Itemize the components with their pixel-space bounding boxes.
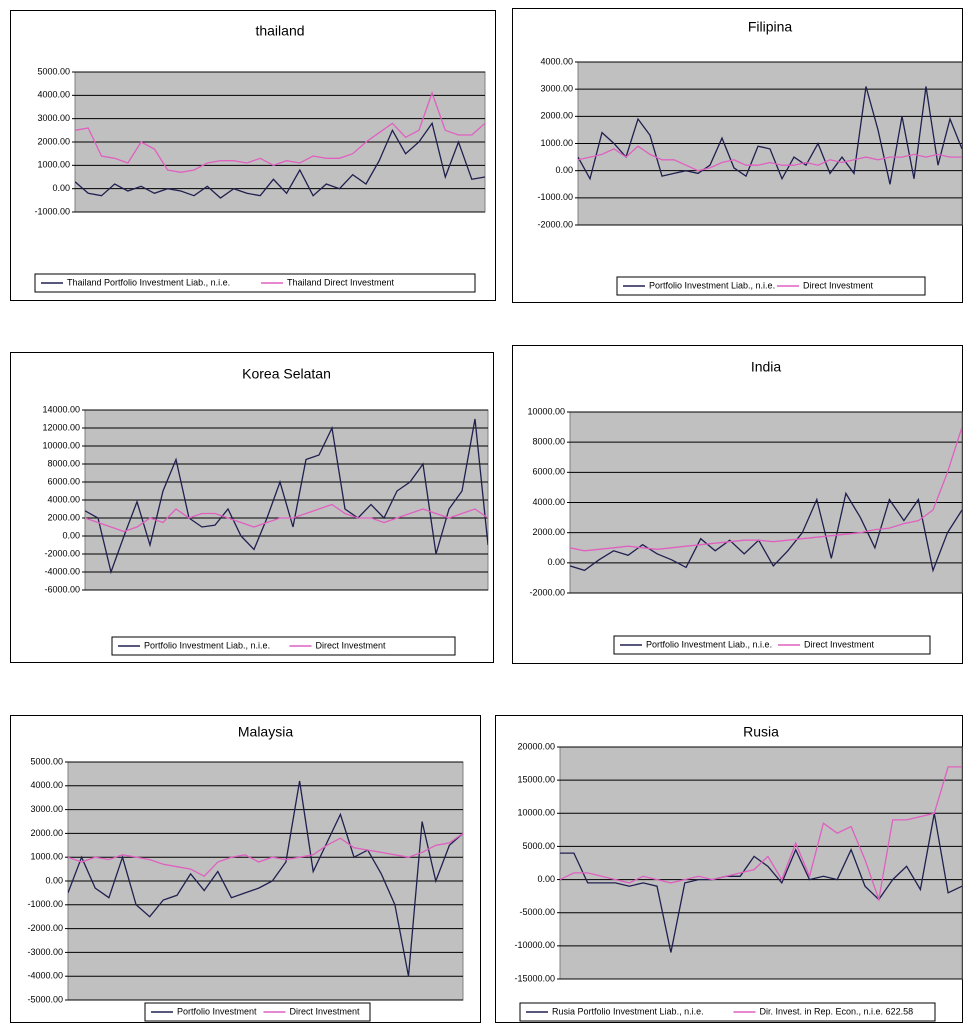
y-tick-label: -6000.00	[44, 584, 80, 594]
y-tick-label: 0.00	[547, 557, 565, 567]
page: thailand -1000.00 0.00 1000.00 2000.00 3000.0…	[0, 0, 963, 1023]
y-tick-label: 4000.00	[532, 497, 565, 507]
y-tick-label: -1000.00	[34, 206, 70, 216]
chart-title: Malaysia	[238, 724, 293, 740]
y-tick-label: -1000.00	[27, 899, 63, 909]
y-tick-label: 3000.00	[37, 113, 70, 123]
chart-title: Filipina	[748, 19, 793, 35]
legend-label: Dir. Invest. in Rep. Econ., n.i.e. 622.5…	[760, 1006, 914, 1016]
y-tick-label: 0.00	[52, 183, 70, 193]
chart-title: Korea Selatan	[242, 366, 331, 382]
y-tick-label: 14000.00	[42, 404, 80, 414]
y-tick-label: -2000.00	[27, 923, 63, 933]
y-tick-label: -5000.00	[27, 994, 63, 1004]
chart: India -2000.00 0.00 2000.00 4000.00 6000.00 80…	[513, 346, 963, 664]
y-tick-label: 2000.00	[30, 828, 63, 838]
y-tick-label: -3000.00	[27, 947, 63, 957]
chart-title: thailand	[255, 23, 304, 39]
y-tick-label: -2000.00	[537, 219, 573, 229]
y-tick-label: -5000.00	[519, 907, 555, 917]
legend-label: Portfolio Investment Liab., n.i.e.	[649, 280, 775, 290]
y-tick-label: 2000.00	[47, 512, 80, 522]
y-tick-label: 4000.00	[47, 494, 80, 504]
y-tick-label: 2000.00	[540, 111, 573, 121]
chart-title: India	[751, 359, 782, 375]
y-tick-label: 0.00	[555, 165, 573, 175]
legend-label: Thailand Direct Investment	[287, 277, 395, 287]
y-tick-label: 3000.00	[540, 84, 573, 94]
y-tick-label: 10000.00	[517, 808, 555, 818]
legend-label: Direct Investment	[316, 640, 387, 650]
y-tick-label: 5000.00	[30, 756, 63, 766]
y-tick-label: 2000.00	[37, 136, 70, 146]
y-tick-label: -15000.00	[514, 973, 555, 983]
legend-label: Portfolio Investment	[177, 1006, 257, 1016]
legend-label: Portfolio Investment Liab., n.i.e.	[646, 639, 772, 649]
y-tick-label: 10000.00	[527, 406, 565, 416]
chart: thailand -1000.00 0.00 1000.00 2000.00 3000.0…	[11, 11, 496, 301]
y-tick-label: 1000.00	[30, 852, 63, 862]
y-tick-label: -1000.00	[537, 192, 573, 202]
legend-label: Portfolio Investment Liab., n.i.e.	[144, 640, 270, 650]
y-tick-label: 4000.00	[30, 780, 63, 790]
y-tick-label: 5000.00	[522, 841, 555, 851]
legend-label: Thailand Portfolio Investment Liab., n.i…	[67, 277, 230, 287]
y-tick-label: 0.00	[537, 874, 555, 884]
chart: Filipina -2000.00 -1000.00 0.00 1000.00 2000.…	[513, 9, 963, 303]
legend-label: Direct Investment	[804, 639, 875, 649]
legend-label: Direct Investment	[290, 1006, 361, 1016]
y-tick-label: 20000.00	[517, 741, 555, 751]
y-tick-label: 0.00	[62, 530, 80, 540]
y-tick-label: -10000.00	[514, 940, 555, 950]
y-tick-label: 6000.00	[47, 476, 80, 486]
y-tick-label: 3000.00	[30, 804, 63, 814]
y-tick-label: -4000.00	[44, 566, 80, 576]
y-tick-label: 1000.00	[37, 160, 70, 170]
chart: Korea Selatan -6000.00 -4000.00 -2000.00 0.0…	[11, 353, 494, 663]
legend-label: Direct Investment	[803, 280, 874, 290]
y-tick-label: -2000.00	[44, 548, 80, 558]
chart: Malaysia -5000.00 -4000.00 -3000.00 -2000.00…	[11, 716, 481, 1023]
chart: Rusia -15000.00 -10000.00 -5000.00 0.00 5000.…	[496, 716, 963, 1023]
y-tick-label: 5000.00	[37, 66, 70, 76]
y-tick-label: 12000.00	[42, 422, 80, 432]
legend-label: Rusia Portfolio Investment Liab., n.i.e.	[552, 1006, 704, 1016]
y-tick-label: 4000.00	[37, 90, 70, 100]
y-tick-label: 0.00	[45, 875, 63, 885]
y-tick-label: 1000.00	[540, 138, 573, 148]
y-tick-label: -2000.00	[529, 587, 565, 597]
y-tick-label: 2000.00	[532, 527, 565, 537]
y-tick-label: 8000.00	[532, 437, 565, 447]
y-tick-label: 4000.00	[540, 56, 573, 66]
y-tick-label: 10000.00	[42, 440, 80, 450]
y-tick-label: 15000.00	[517, 775, 555, 785]
y-tick-label: 8000.00	[47, 458, 80, 468]
y-tick-label: 6000.00	[532, 467, 565, 477]
chart-title: Rusia	[743, 724, 779, 740]
y-tick-label: -4000.00	[27, 971, 63, 981]
